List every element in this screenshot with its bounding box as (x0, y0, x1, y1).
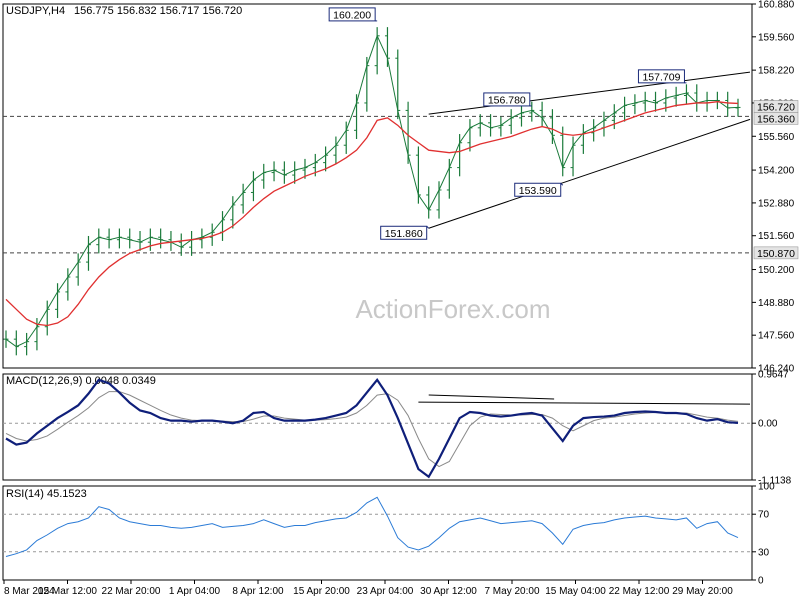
annotation-tag-label: 151.860 (385, 228, 423, 240)
x-tick-label: 7 May 20:00 (484, 586, 539, 597)
annotation-tag-box (483, 92, 531, 107)
x-tick-label: 23 Apr 04:00 (357, 586, 414, 597)
annotation-tag-label: 156.780 (488, 94, 526, 106)
y-tick-label: 160.880 (758, 0, 795, 11)
macd-trendline (418, 401, 751, 405)
y-tick-label: 159.560 (758, 32, 795, 43)
y-tick-label: 100 (758, 482, 775, 493)
annotation-tag-box (514, 182, 562, 197)
annotation-tag-label: 153.590 (519, 185, 557, 197)
annotation-tag-label: 160.200 (333, 9, 371, 21)
price-tag-label: 156.360 (757, 113, 795, 125)
macd-trendline (428, 394, 555, 400)
annotation-tag-box (328, 7, 376, 22)
x-tick-label: 15 May 04:00 (545, 586, 606, 597)
ohlc-values: 156.775 156.832 156.717 156.720 (74, 5, 242, 17)
symbol-label: USDJPY,H4 (6, 5, 65, 17)
y-tick-label: 155.560 (758, 132, 795, 143)
annotation-tag-pointer (560, 182, 564, 186)
y-tick-label: 158.220 (758, 66, 795, 77)
y-tick-label: 147.560 (758, 331, 795, 342)
y-tick-label: 0 (758, 576, 764, 587)
price-tag-box (753, 246, 799, 260)
pane-frame-0 (2, 3, 753, 369)
trendline (428, 118, 751, 229)
y-tick-label: -1.1138 (758, 476, 792, 487)
y-tick-label: 154.200 (758, 166, 795, 177)
annotation-tag-box (380, 225, 428, 240)
rsi-line (5, 496, 739, 557)
price-tag-box (753, 112, 799, 125)
rsi-title: RSI(14) 45.1523 (6, 488, 87, 500)
x-tick-label: 15 Apr 20:00 (293, 586, 350, 597)
y-tick-label: 30 (758, 547, 770, 558)
y-tick-label: 0.9647 (758, 370, 789, 381)
price-series-line (5, 34, 739, 348)
moving-average-line (5, 101, 739, 327)
macd-line (5, 378, 739, 479)
price-tag-label: 156.720 (757, 101, 795, 113)
x-tick-label: 8 Mar 2024 (4, 586, 55, 597)
annotation-tag-label: 157.709 (642, 71, 680, 83)
annotation-tag-box (637, 69, 685, 84)
x-tick-label: 8 Apr 12:00 (232, 586, 284, 597)
x-tick-label: 15 Mar 12:00 (38, 586, 97, 597)
annotation-tag-pointer (426, 225, 430, 229)
y-tick-label: 148.880 (758, 298, 795, 309)
pane-frame-2 (2, 485, 753, 581)
y-tick-label: 0.00 (758, 419, 778, 430)
price-tag-label: 150.870 (757, 248, 795, 260)
x-tick-label: 22 May 12:00 (609, 586, 670, 597)
y-tick-label: 70 (758, 510, 770, 521)
watermark: ActionForex.com (355, 294, 550, 324)
y-tick-label: 151.560 (758, 231, 795, 242)
pane-frame-1 (2, 373, 753, 481)
y-tick-label: 152.880 (758, 198, 795, 209)
trendline (428, 71, 751, 115)
y-tick-label: 150.200 (758, 265, 795, 276)
x-tick-label: 22 Mar 20:00 (102, 586, 161, 597)
y-tick-label: 146.240 (758, 364, 795, 375)
x-tick-label: 30 Apr 12:00 (420, 586, 477, 597)
macd-signal-line (5, 391, 739, 468)
x-tick-label: 1 Apr 04:00 (169, 586, 221, 597)
macd-title: MACD(12,26,9) 0.0048 0.0349 (6, 375, 156, 387)
x-tick-label: 29 May 20:00 (672, 586, 733, 597)
